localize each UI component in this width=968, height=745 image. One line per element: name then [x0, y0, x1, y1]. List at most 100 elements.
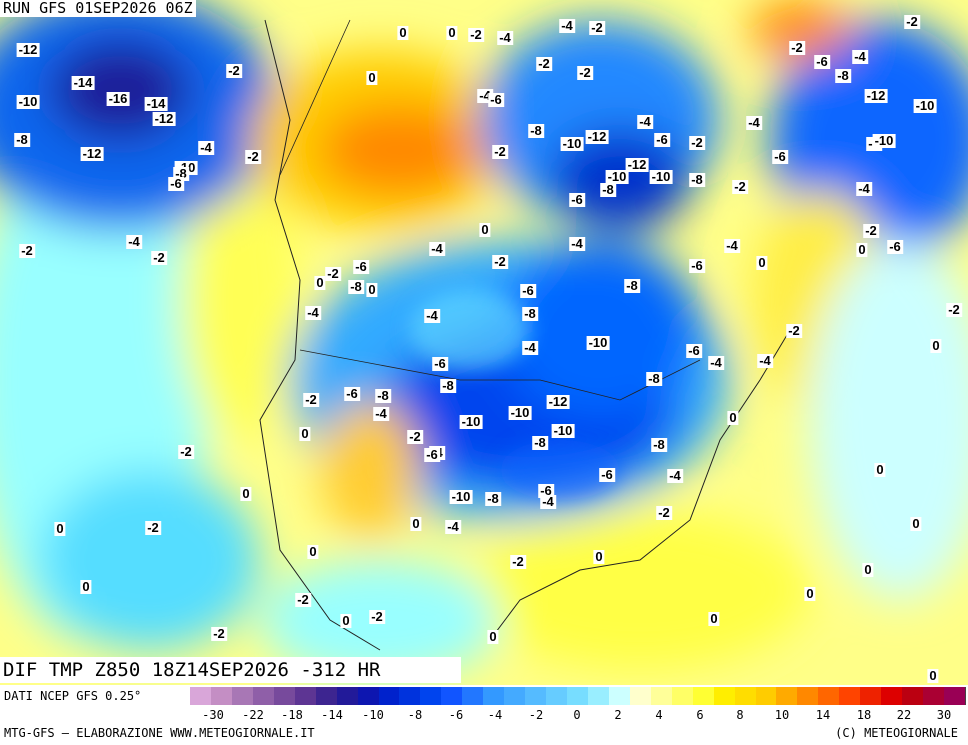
credit: MTG-GFS — ELABORAZIONE WWW.METEOGIORNALE… — [4, 726, 315, 740]
contour-label: -2 — [492, 144, 508, 159]
colorbar-tick-label: -10 — [362, 708, 384, 722]
contour-label: 0 — [910, 516, 922, 531]
contour-label: -10 — [16, 94, 40, 109]
colorbar-tick-label: -22 — [242, 708, 264, 722]
contour-label: 0 — [446, 25, 458, 40]
colorbar-tick-label: -14 — [321, 708, 343, 722]
contour-label: -2 — [589, 20, 605, 35]
colorbar-tick-label: 14 — [815, 708, 831, 722]
contour-label: -2 — [468, 27, 484, 42]
colorbar-swatch — [441, 687, 464, 705]
colorbar-tick-label: 30 — [936, 708, 952, 722]
contour-label: -6 — [569, 192, 585, 207]
contour-label: -6 — [599, 467, 615, 482]
colorbar-swatch — [839, 687, 862, 705]
contour-label: 0 — [54, 521, 66, 536]
contour-label: -6 — [488, 92, 504, 107]
contour-label: 0 — [756, 255, 768, 270]
contour-label: 0 — [593, 549, 605, 564]
contour-label: -2 — [245, 149, 261, 164]
colorbar-swatch — [420, 687, 443, 705]
contour-label: -6 — [887, 239, 903, 254]
colorbar-swatch — [567, 687, 590, 705]
contour-label: -8 — [646, 371, 662, 386]
contour-label: -6 — [689, 258, 705, 273]
contour-label: -2 — [19, 243, 35, 258]
contour-label: -12 — [585, 129, 609, 144]
colorbar-swatch — [608, 687, 632, 705]
contour-label: -8 — [485, 491, 501, 506]
colorbar-swatch — [755, 687, 778, 705]
contour-label: -2 — [151, 250, 167, 265]
colorbar-swatch — [378, 687, 401, 705]
colorbar-tick-label: -8 — [407, 708, 423, 722]
contour-label: 0 — [397, 25, 409, 40]
colorbar-swatch — [273, 687, 297, 705]
contour-label: -6 — [353, 259, 369, 274]
contour-label: -4 — [746, 115, 762, 130]
colorbar-swatch — [944, 687, 967, 705]
contour-label: -10 — [872, 133, 896, 148]
contour-label: -14 — [71, 75, 95, 90]
contour-label: -4 — [708, 355, 724, 370]
contour-label: -4 — [429, 241, 445, 256]
contour-label: -4 — [559, 18, 575, 33]
contour-label: -4 — [126, 234, 142, 249]
contour-label: 0 — [80, 579, 92, 594]
contour-label: -2 — [492, 254, 508, 269]
contour-label: -8 — [14, 132, 30, 147]
contour-label: -2 — [732, 179, 748, 194]
contour-label: -6 — [538, 483, 554, 498]
colorbar-tick-label: 10 — [774, 708, 790, 722]
contour-label: 0 — [862, 562, 874, 577]
contour-label: -6 — [344, 386, 360, 401]
colorbar-tick-label: 6 — [696, 708, 704, 722]
contour-label: -6 — [432, 356, 448, 371]
contour-label: -4 — [856, 181, 872, 196]
colorbar-swatch — [315, 687, 339, 705]
contour-label: -6 — [424, 447, 440, 462]
colorbar-tick-label: -2 — [528, 708, 544, 722]
contour-label: -2 — [325, 266, 341, 281]
contour-label: 0 — [366, 70, 378, 85]
contour-label: -4 — [522, 340, 538, 355]
contour-label: 0 — [240, 486, 252, 501]
contour-label: 0 — [727, 410, 739, 425]
contour-label: -12 — [546, 394, 570, 409]
contour-label: -2 — [407, 429, 423, 444]
colorbar-swatch — [336, 687, 360, 705]
contour-label: -8 — [689, 172, 705, 187]
contour-label: -2 — [369, 609, 385, 624]
data-source: DATI NCEP GFS 0.25° — [4, 689, 142, 703]
contour-label: 0 — [314, 275, 326, 290]
contour-label: -10 — [586, 335, 610, 350]
colorbar-swatch — [881, 687, 904, 705]
contour-label: -10 — [551, 423, 575, 438]
contour-label: -4 — [637, 114, 653, 129]
contour-label: -12 — [152, 111, 176, 126]
colorbar-swatch — [525, 687, 548, 705]
contour-label: -2 — [946, 302, 962, 317]
colorbar-swatch — [713, 687, 737, 705]
contour-label: 0 — [708, 611, 720, 626]
contour-label: -4 — [198, 140, 214, 155]
colorbar-swatch — [357, 687, 380, 705]
contour-label: 0 — [366, 282, 378, 297]
contour-label: -6 — [654, 132, 670, 147]
contour-label: -10 — [449, 489, 473, 504]
colorbar-tick-label: 2 — [614, 708, 622, 722]
contour-label: -2 — [303, 392, 319, 407]
contour-label: -4 — [852, 49, 868, 64]
contour-label: 0 — [299, 426, 311, 441]
colorbar-swatch — [399, 687, 422, 705]
contour-label: -4 — [305, 305, 321, 320]
colorbar-swatch — [587, 687, 611, 705]
contour-label: -8 — [375, 388, 391, 403]
contour-label: -4 — [373, 406, 389, 421]
contour-label: -2 — [689, 135, 705, 150]
contour-label: -2 — [226, 63, 242, 78]
contour-label: -12 — [16, 42, 40, 57]
contour-label: -8 — [651, 437, 667, 452]
contour-label: -10 — [913, 98, 937, 113]
contour-label: -12 — [864, 88, 888, 103]
